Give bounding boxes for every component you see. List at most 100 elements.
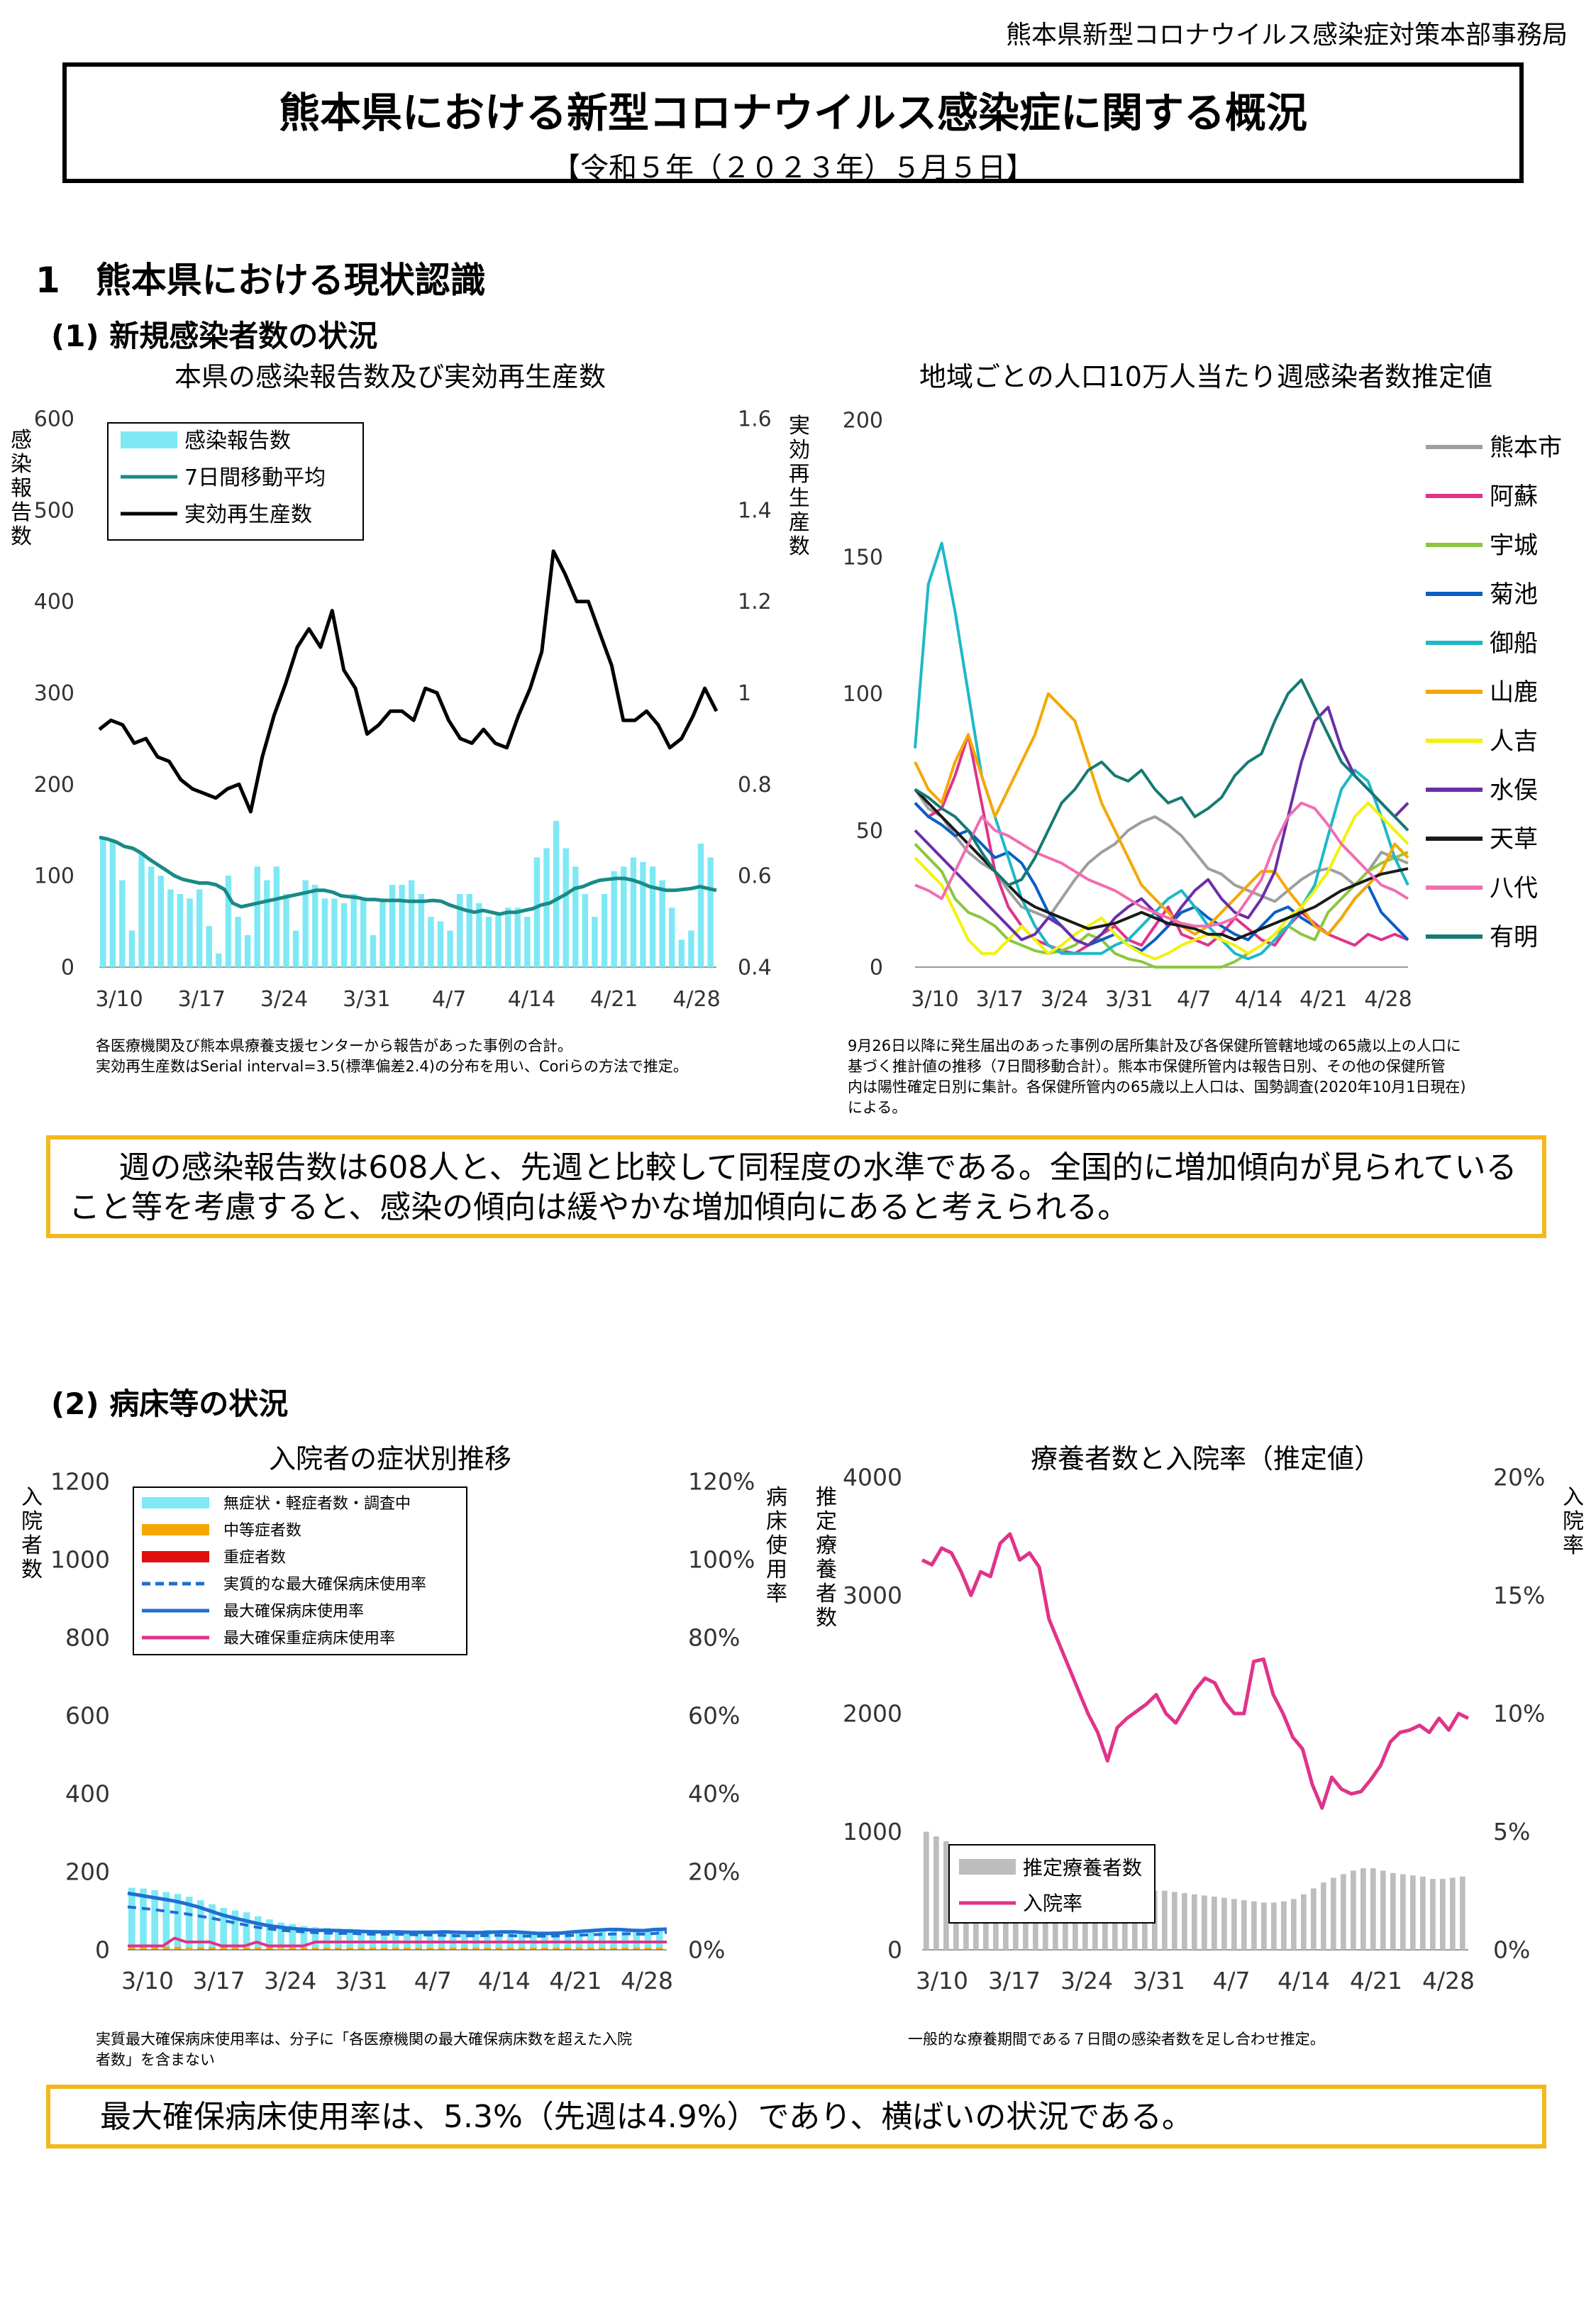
- infection-bar: [225, 876, 232, 967]
- mild-bar: [392, 1931, 399, 1948]
- patients-bar: [1351, 1870, 1356, 1950]
- moderate-bar: [460, 1947, 468, 1950]
- patients-bar: [1301, 1894, 1307, 1950]
- infection-bar: [302, 880, 309, 967]
- severe-bar: [564, 1949, 572, 1950]
- legend-label: 実効再生産数: [184, 502, 312, 527]
- infection-bar: [466, 893, 472, 967]
- mild-bar: [655, 1929, 663, 1948]
- mild-bar: [185, 1897, 193, 1948]
- x-tick-label: 4/21: [590, 987, 638, 1012]
- y2-tick-label: 120%: [688, 1468, 755, 1496]
- y-tick-label: 4000: [843, 1464, 902, 1491]
- x-tick-label: 4/28: [1364, 987, 1412, 1012]
- moderate-bar: [404, 1947, 411, 1950]
- x-tick-label: 4/28: [1422, 1967, 1475, 1995]
- infection-bar: [707, 857, 714, 967]
- mild-bar: [621, 1929, 629, 1948]
- legend-label: 阿蘇: [1490, 482, 1538, 511]
- y2-axis-label-char: 床: [766, 1509, 787, 1534]
- mild-bar: [529, 1931, 537, 1948]
- y-tick-label: 200: [65, 1858, 110, 1886]
- legend-swatch-bar: [142, 1551, 209, 1562]
- legend-label: 推定療養者数: [1023, 1856, 1142, 1880]
- y2-tick-label: 10%: [1493, 1700, 1545, 1728]
- mild-bar: [243, 1912, 250, 1948]
- moderate-bar: [197, 1947, 204, 1950]
- moderate-bar: [277, 1948, 284, 1950]
- legend-label: 重症者数: [223, 1549, 286, 1567]
- patients-bar: [1271, 1902, 1277, 1950]
- infection-bar: [206, 926, 212, 967]
- infection-bar: [370, 934, 377, 967]
- chart3-note-line1: 実質最大確保病床使用率は、分子に「各医療機関の最大確保病床数を超えた入院: [96, 2031, 632, 2048]
- infection-bar: [437, 921, 444, 967]
- legend-swatch-bar: [142, 1524, 209, 1535]
- moderate-bar: [472, 1947, 480, 1950]
- infection-bar: [340, 903, 348, 967]
- y-axis-label-char: 院: [21, 1509, 43, 1534]
- moderate-bar: [518, 1947, 526, 1950]
- mild-bar: [266, 1919, 273, 1948]
- mild-bar: [633, 1929, 641, 1948]
- series-line: [914, 705, 1409, 947]
- x-tick-label: 4/14: [1235, 987, 1282, 1012]
- moderate-bar: [575, 1947, 583, 1950]
- x-tick-label: 4/14: [1278, 1967, 1330, 1995]
- x-tick-label: 3/10: [911, 987, 958, 1012]
- infection-bar: [611, 871, 617, 967]
- patients-bar: [1231, 1899, 1237, 1950]
- infection-bar: [688, 930, 694, 967]
- severe-bar: [655, 1949, 663, 1950]
- patients-bar: [1440, 1879, 1446, 1950]
- y2-tick-label: 0.6: [738, 864, 772, 889]
- chart3-note-line2: 者数」を含まない: [96, 2051, 215, 2068]
- bed-usage-line: [127, 1891, 667, 1936]
- moderate-bar: [426, 1947, 434, 1950]
- y-tick-label: 400: [65, 1780, 110, 1808]
- y-axis-label-char: 者: [21, 1533, 43, 1558]
- infection-bar: [697, 844, 704, 967]
- infection-bar: [514, 907, 521, 967]
- moderate-bar: [621, 1947, 629, 1950]
- severe-bar: [358, 1949, 365, 1950]
- legend-label: 菊池: [1490, 580, 1538, 609]
- series-line: [914, 843, 1409, 969]
- infection-bar: [389, 885, 396, 967]
- patients-bar: [1221, 1897, 1227, 1950]
- x-tick-label: 3/24: [1060, 1967, 1113, 1995]
- y-tick-label: 50: [856, 819, 883, 844]
- infection-bar: [292, 930, 299, 967]
- y-axis-label-char: 染: [11, 452, 32, 477]
- patients-bar: [924, 1831, 929, 1950]
- y2-tick-label: 0%: [1493, 1936, 1530, 1964]
- patients-bar: [1331, 1877, 1336, 1950]
- legend-label: 最大確保病床使用率: [223, 1603, 364, 1621]
- x-tick-label: 4/28: [672, 987, 720, 1012]
- y2-tick-label: 0.8: [738, 773, 772, 798]
- y2-axis-label-char: 院: [1563, 1509, 1584, 1534]
- mild-bar: [518, 1931, 526, 1948]
- x-tick-label: 3/10: [95, 987, 143, 1012]
- infection-bar: [630, 857, 637, 967]
- patients-bar: [1202, 1895, 1207, 1950]
- moderate-bar: [587, 1947, 594, 1950]
- severe-bar: [415, 1949, 422, 1950]
- patients-bar: [1182, 1893, 1187, 1950]
- severe-bar: [553, 1949, 560, 1950]
- severe-bar: [243, 1949, 250, 1950]
- y2-tick-label: 40%: [688, 1780, 740, 1808]
- y2-tick-label: 1.4: [738, 498, 772, 523]
- moderate-bar: [564, 1947, 572, 1950]
- infection-bar: [543, 848, 550, 967]
- legend-label: 天草: [1490, 825, 1538, 854]
- moderate-bar: [633, 1947, 641, 1950]
- infection-bar: [157, 876, 164, 967]
- infection-bar: [553, 820, 560, 967]
- moderate-bar: [185, 1947, 193, 1950]
- severe-bar: [644, 1949, 652, 1950]
- x-tick-label: 4/7: [432, 987, 466, 1012]
- moderate-bar: [311, 1947, 319, 1950]
- legend-label: 最大確保重症病床使用率: [223, 1630, 395, 1648]
- moderate-bar: [655, 1947, 663, 1950]
